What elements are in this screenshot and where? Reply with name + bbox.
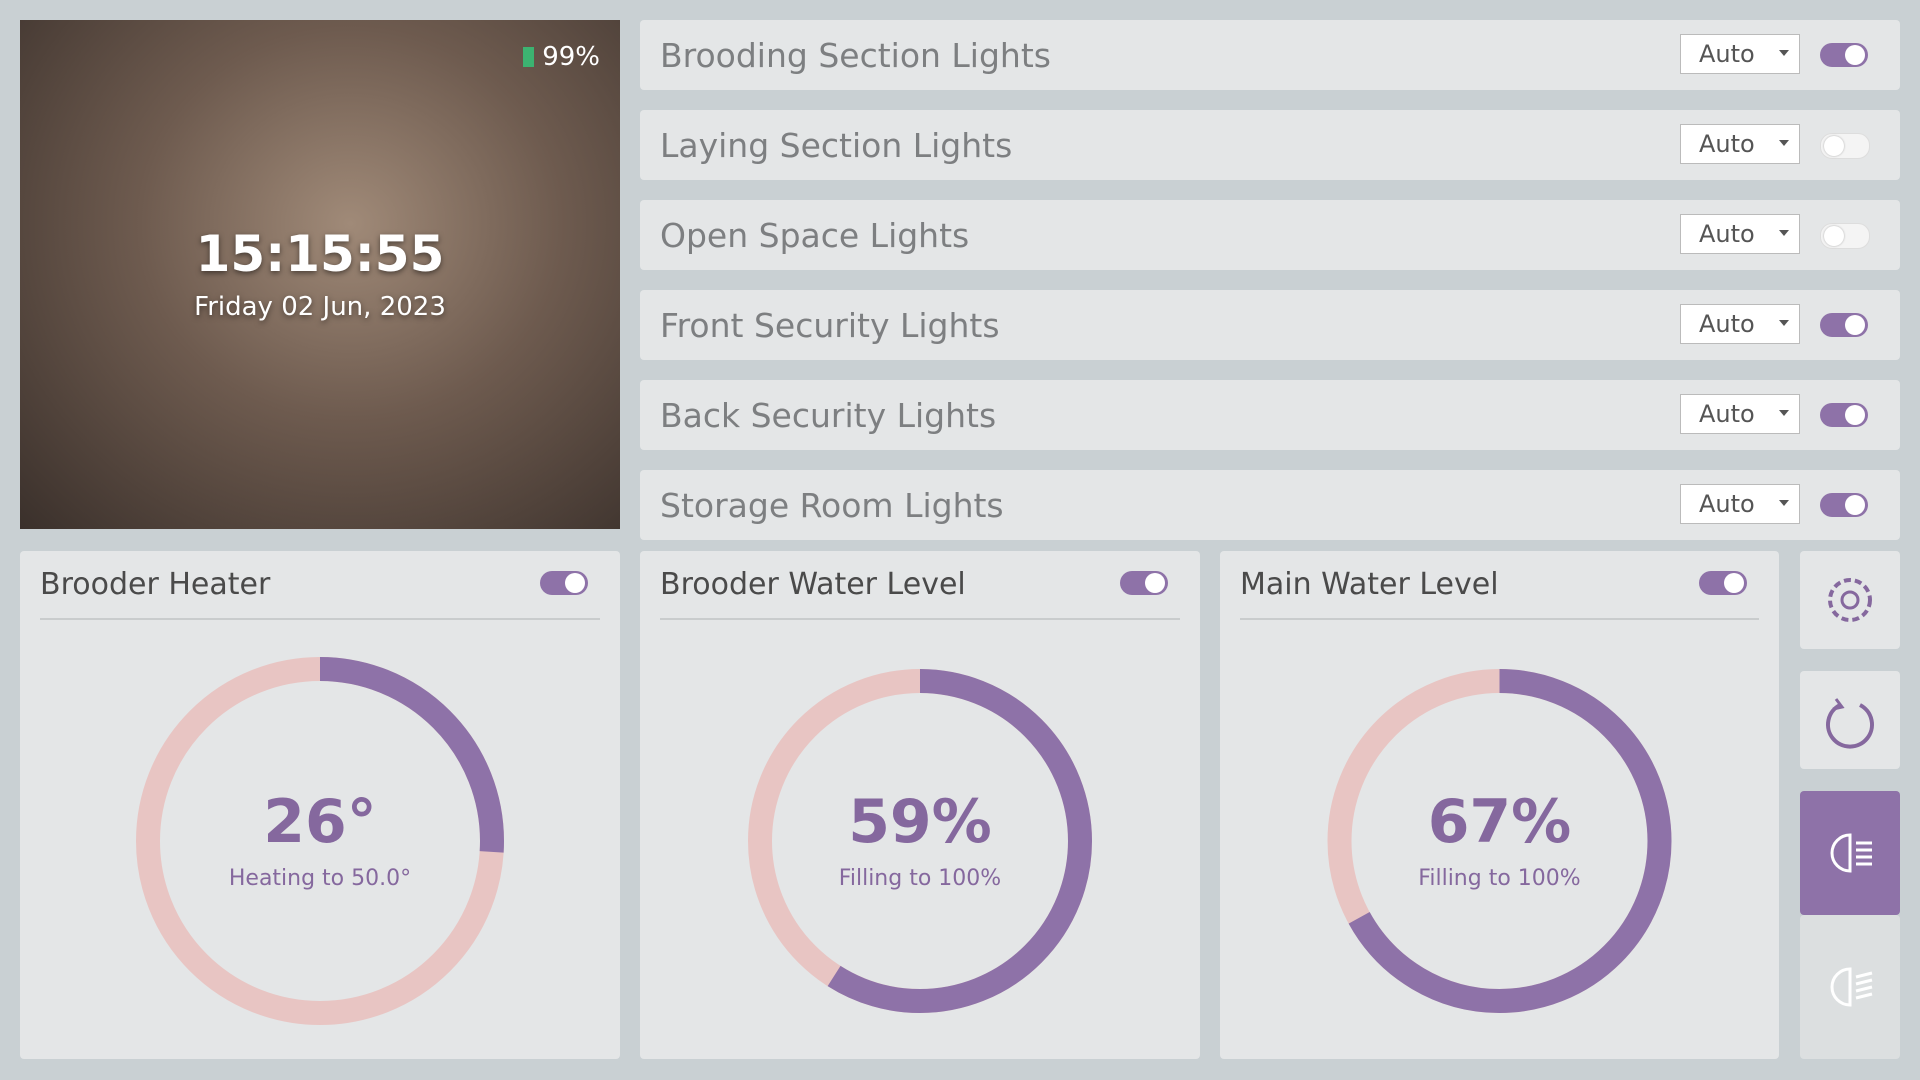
mode-select[interactable]: Auto <box>1680 484 1800 524</box>
gauge-caption: Heating to 50.0° <box>228 866 412 891</box>
gauge-arc <box>1327 669 1672 1013</box>
toggle[interactable] <box>1820 223 1870 249</box>
mode-text: Auto <box>1699 490 1755 518</box>
toggle[interactable] <box>1820 313 1868 337</box>
mode-text: Auto <box>1699 130 1755 158</box>
light-label: Front Security Lights <box>660 306 1000 345</box>
toggle[interactable] <box>1120 571 1168 595</box>
mode-select[interactable]: Auto <box>1680 34 1800 74</box>
gauge-panel: Main Water Level 67% Filling to 100% <box>1220 551 1779 1059</box>
mode-select[interactable]: Auto <box>1680 394 1800 434</box>
toggle-knob <box>1845 405 1865 425</box>
toggle-knob <box>1824 226 1844 246</box>
gauge-value: 59% <box>848 787 992 857</box>
headlight-on-button[interactable] <box>1800 791 1900 915</box>
refresh-button[interactable] <box>1800 671 1900 769</box>
gauge <box>1327 669 1672 1013</box>
gauge-title: Main Water Level <box>1240 567 1499 602</box>
select-arrow <box>1779 50 1789 61</box>
light-label: Storage Room Lights <box>660 486 1004 525</box>
toggle[interactable] <box>540 571 588 595</box>
light-row: Front Security Lights Auto <box>640 290 1900 360</box>
mode-text: Auto <box>1699 400 1755 428</box>
toggle-knob <box>1845 495 1865 515</box>
light-row: Open Space Lights Auto <box>640 200 1900 270</box>
gauge-caption: Filling to 100% <box>1418 866 1581 891</box>
gauge-panel: Brooder Water Level 59% Filling to 100% <box>640 551 1200 1059</box>
select-arrow <box>1779 320 1789 331</box>
select-arrow <box>1779 410 1789 421</box>
light-label: Brooding Section Lights <box>660 36 1051 75</box>
select-arrow <box>1779 500 1789 511</box>
panel-divider <box>660 618 1180 620</box>
light-label: Back Security Lights <box>660 396 997 435</box>
toggle[interactable] <box>1820 133 1870 159</box>
gauge-caption: Filling to 100% <box>838 866 1002 891</box>
toggle[interactable] <box>1699 571 1747 595</box>
light-row: Brooding Section Lights Auto <box>640 20 1900 90</box>
gauge <box>748 669 1092 1013</box>
light-row: Back Security Lights Auto <box>640 380 1900 450</box>
mode-select[interactable]: Auto <box>1680 304 1800 344</box>
clock: 15:15:55 <box>195 225 445 283</box>
gauge-value: 26° <box>263 787 377 857</box>
toggle-knob <box>1845 315 1865 335</box>
photo: 99% 15:15:55 Friday 02 Jun, 2023 <box>20 20 620 529</box>
mode-text: Auto <box>1699 220 1755 248</box>
headlight-off-icon <box>1830 967 1873 1007</box>
toggle-knob <box>1845 45 1865 65</box>
toggle-knob <box>565 573 585 593</box>
light-row: Laying Section Lights Auto <box>640 110 1900 180</box>
gauge-arc <box>136 657 504 1025</box>
gauge-value: 67% <box>1427 787 1572 857</box>
gauge <box>136 657 504 1025</box>
mode-text: Auto <box>1699 310 1755 338</box>
battery-text: 99% <box>542 42 600 72</box>
headlight-off-button[interactable] <box>1800 915 1900 1059</box>
date: Friday 02 Jun, 2023 <box>194 292 446 322</box>
panel-divider <box>1240 618 1759 620</box>
gauge-title: Brooder Water Level <box>660 567 966 602</box>
headlight-icon <box>1830 833 1872 873</box>
toggle-knob <box>1824 136 1844 156</box>
gauge-panel: Brooder Heater 26° Heating to 50.0° <box>20 551 620 1059</box>
battery: 99% <box>523 42 600 72</box>
toggle[interactable] <box>1820 493 1868 517</box>
panel-divider <box>40 618 600 620</box>
light-label: Open Space Lights <box>660 216 970 255</box>
gear-icon <box>1828 578 1872 622</box>
gauge-title: Brooder Heater <box>40 567 271 602</box>
select-arrow <box>1779 230 1789 241</box>
gauge-arc <box>748 669 1092 1013</box>
light-label: Laying Section Lights <box>660 126 1013 165</box>
toggle[interactable] <box>1820 43 1868 67</box>
mode-select[interactable]: Auto <box>1680 214 1800 254</box>
toggle[interactable] <box>1820 403 1868 427</box>
settings-button[interactable] <box>1800 551 1900 649</box>
toggle-knob <box>1724 573 1744 593</box>
select-arrow <box>1779 140 1789 151</box>
toggle-knob <box>1145 573 1165 593</box>
mode-text: Auto <box>1699 40 1755 68</box>
light-row: Storage Room Lights Auto <box>640 470 1900 540</box>
refresh-icon <box>1826 698 1874 749</box>
mode-select[interactable]: Auto <box>1680 124 1800 164</box>
